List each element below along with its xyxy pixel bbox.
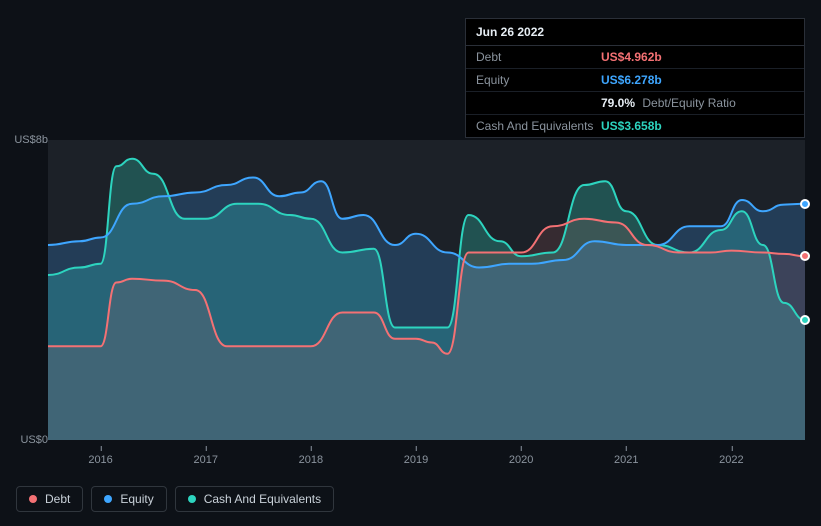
tooltip-row: Cash And EquivalentsUS$3.658b: [466, 115, 804, 137]
y-axis-label: US$0: [3, 434, 48, 446]
tooltip-row-label: Debt: [476, 50, 601, 64]
x-axis-label: 2018: [299, 454, 323, 466]
x-axis-label: 2020: [509, 454, 533, 466]
x-axis-label: 2022: [719, 454, 743, 466]
tooltip-date: Jun 26 2022: [466, 19, 804, 46]
x-axis-label: 2019: [404, 454, 428, 466]
chart-tooltip: Jun 26 2022 DebtUS$4.962bEquityUS$6.278b…: [465, 18, 805, 138]
plot-area[interactable]: [48, 140, 805, 440]
tooltip-row: DebtUS$4.962b: [466, 46, 804, 69]
legend-label: Equity: [120, 492, 153, 506]
tooltip-row-label: Cash And Equivalents: [476, 119, 601, 133]
tooltip-row-extra: Debt/Equity Ratio: [639, 96, 736, 110]
y-axis-label: US$8b: [3, 134, 48, 146]
legend-item-equity[interactable]: Equity: [91, 486, 166, 512]
legend: Debt Equity Cash And Equivalents: [16, 486, 334, 512]
end-marker-cash: [800, 315, 810, 325]
end-marker-equity: [800, 199, 810, 209]
tooltip-row: EquityUS$6.278b: [466, 69, 804, 92]
x-axis-label: 2021: [614, 454, 638, 466]
legend-dot-icon: [188, 495, 196, 503]
legend-dot-icon: [29, 495, 37, 503]
series-svg: [48, 140, 805, 440]
legend-item-debt[interactable]: Debt: [16, 486, 83, 512]
tooltip-row-value: US$3.658b: [601, 119, 662, 133]
x-axis: 2016 2017 2018 2019 2020 2021 2022: [48, 446, 805, 466]
legend-dot-icon: [104, 495, 112, 503]
x-axis-label: 2017: [193, 454, 217, 466]
tooltip-row-label: Equity: [476, 73, 601, 87]
legend-label: Debt: [45, 492, 70, 506]
legend-label: Cash And Equivalents: [204, 492, 321, 506]
end-marker-debt: [800, 251, 810, 261]
tooltip-row: 79.0% Debt/Equity Ratio: [466, 92, 804, 115]
legend-item-cash-and-equivalents[interactable]: Cash And Equivalents: [175, 486, 334, 512]
tooltip-row-value: 79.0% Debt/Equity Ratio: [601, 96, 736, 110]
x-axis-label: 2016: [88, 454, 112, 466]
tooltip-row-value: US$6.278b: [601, 73, 662, 87]
tooltip-row-value: US$4.962b: [601, 50, 662, 64]
tooltip-row-label: [476, 96, 601, 110]
